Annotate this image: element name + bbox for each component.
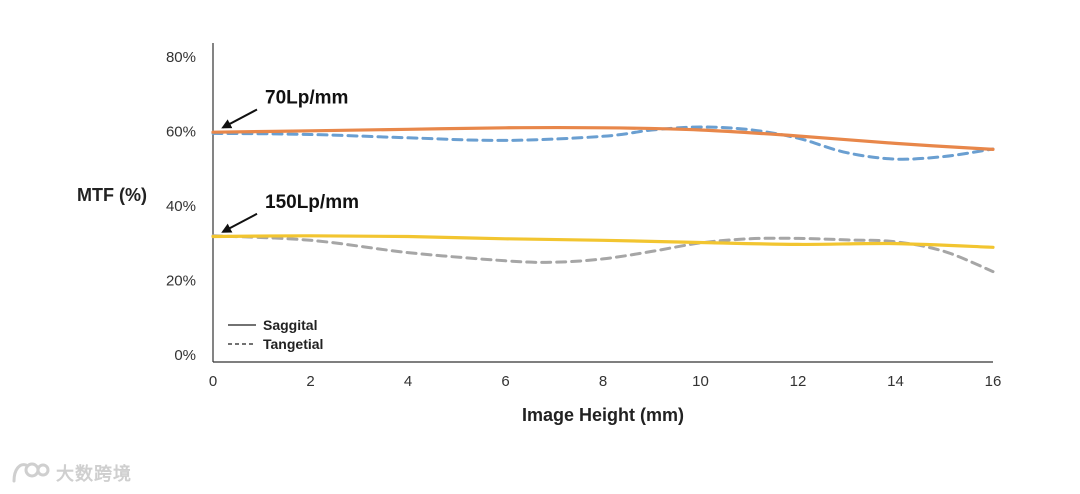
x-tick-label: 16 <box>985 373 1002 390</box>
y-tick-label: 20% <box>166 273 196 290</box>
watermark: 大数跨境 <box>10 458 132 488</box>
watermark-logo-icon <box>12 462 50 483</box>
x-tick-label: 10 <box>692 373 709 390</box>
y-tick-label: 80% <box>166 49 196 66</box>
series-line-70lp-mm-tangential <box>211 125 995 161</box>
x-tick-label: 6 <box>501 373 509 390</box>
series-line-150lp-mm-tangential <box>211 234 995 274</box>
y-tick-label: 0% <box>174 347 196 364</box>
legend-label: Saggital <box>263 317 317 333</box>
annotation-label-70lp-mm: 70Lp/mm <box>265 88 348 109</box>
axes <box>212 43 993 363</box>
x-tick-label: 4 <box>404 373 412 390</box>
x-tick-label: 14 <box>887 373 904 390</box>
tick-labels: 0 2 4 6 8 10 12 14 16 0% 20% 40% 60% 80% <box>166 49 1001 390</box>
annotations: 70Lp/mm 150Lp/mm <box>221 88 359 233</box>
series-line-70lp-mm-sagittal <box>211 125 995 151</box>
x-tick-label: 12 <box>790 373 807 390</box>
y-tick-label: 60% <box>166 124 196 141</box>
annotation-arrow-70lp-mm <box>221 108 258 129</box>
y-axis-title: MTF (%) <box>77 185 147 205</box>
x-axis-title: Image Height (mm) <box>522 405 684 425</box>
legend-label: Tangetial <box>263 336 323 352</box>
x-tick-label: 2 <box>306 373 314 390</box>
x-tick-label: 0 <box>209 373 217 390</box>
series-layer <box>211 125 995 274</box>
series-line-150lp-mm-sagittal <box>211 234 995 249</box>
watermark-text: 大数跨境 <box>56 464 132 485</box>
y-tick-label: 40% <box>166 198 196 215</box>
annotation-arrow-150lp-mm <box>221 212 258 233</box>
annotation-label-150lp-mm: 150Lp/mm <box>265 192 359 213</box>
x-tick-label: 8 <box>599 373 607 390</box>
legend: Saggital Tangetial <box>228 317 323 352</box>
